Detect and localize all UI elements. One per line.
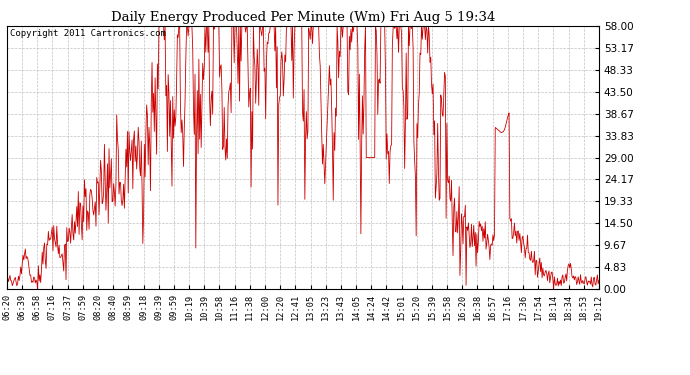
Title: Daily Energy Produced Per Minute (Wm) Fri Aug 5 19:34: Daily Energy Produced Per Minute (Wm) Fr… [110,11,495,24]
Text: Copyright 2011 Cartronics.com: Copyright 2011 Cartronics.com [10,29,166,38]
